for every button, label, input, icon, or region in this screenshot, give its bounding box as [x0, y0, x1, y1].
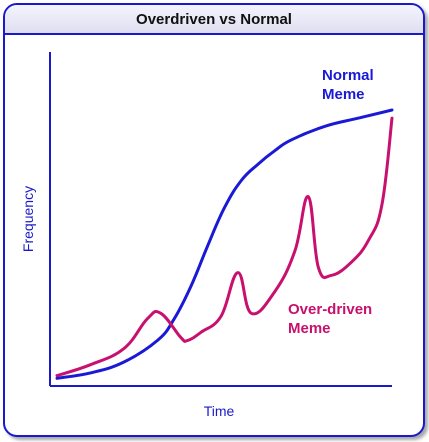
series-label-line: Normal	[322, 67, 374, 84]
series-line-normal-meme	[55, 108, 394, 380]
series-label-normal-meme: Normal Meme	[322, 67, 374, 103]
axes: Time Frequency	[20, 52, 392, 419]
series-label-over-driven-meme: Over-driven Meme	[288, 301, 372, 337]
series-layer	[55, 108, 394, 380]
chart-title: Overdriven vs Normal	[136, 10, 292, 28]
series-label-line: Meme	[288, 320, 331, 337]
series-line-over-driven-meme	[55, 116, 394, 378]
title-bar: Overdriven vs Normal	[5, 5, 423, 35]
x-axis-label: Time	[204, 403, 235, 419]
series-label-line: Meme	[322, 86, 365, 103]
series-label-line: Over-driven	[288, 301, 372, 318]
labels-layer: Normal Meme Over-driven Meme	[288, 67, 374, 337]
y-axis-label: Frequency	[20, 186, 36, 252]
chart-window: Overdriven vs Normal	[3, 3, 425, 437]
